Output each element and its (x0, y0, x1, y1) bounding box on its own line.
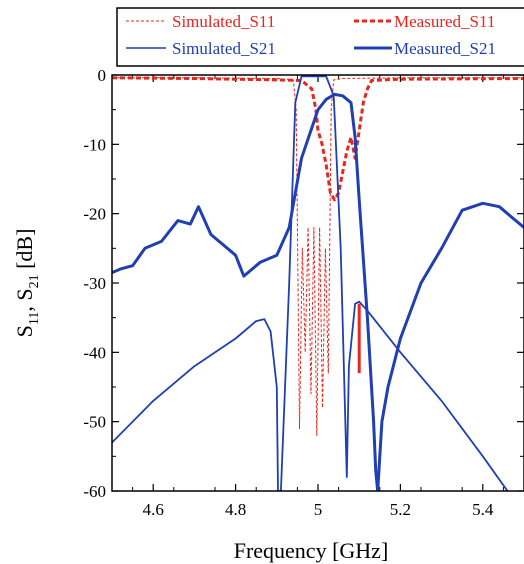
series-line-measured-s21 (112, 92, 524, 491)
x-tick-label: 4.6 (143, 500, 164, 519)
x-tick-label: 4.8 (225, 500, 246, 519)
x-tick-label: 5 (314, 500, 323, 519)
legend: Simulated_S11 Measured_S11 Simulated_S21… (116, 7, 524, 67)
series-line-simulated-s11 (112, 77, 524, 436)
legend-label-simulated-s11: Simulated_S11 (172, 12, 275, 31)
legend-box (116, 7, 524, 67)
plot-frame (111, 74, 524, 492)
y-tick-label: -10 (83, 135, 106, 154)
x-tick-label: 5.4 (472, 500, 494, 519)
legend-label-measured-s21: Measured_S21 (394, 39, 496, 58)
y-tick-label: -40 (83, 343, 106, 362)
series-line-measured-s11 (112, 76, 524, 202)
y-tick-label: -50 (83, 413, 106, 432)
y-tick-label: -20 (83, 205, 106, 224)
y-tick-label: 0 (98, 66, 107, 85)
legend-label-measured-s11: Measured_S11 (394, 12, 495, 31)
y-tick-label: -60 (83, 482, 106, 501)
series (112, 75, 524, 491)
legend-label-simulated-s21: Simulated_S21 (172, 39, 276, 58)
y-tick-label: -30 (83, 274, 106, 293)
y-axis-label: S11, S21 [dB] (12, 229, 42, 338)
ticks: 4.6 4.8 5 5.2 5.4 0 -10 -20 -30 -40 -50 -60 (83, 66, 524, 519)
x-tick-label: 5.2 (390, 500, 411, 519)
x-axis-label: Frequency [GHz] (234, 538, 389, 563)
